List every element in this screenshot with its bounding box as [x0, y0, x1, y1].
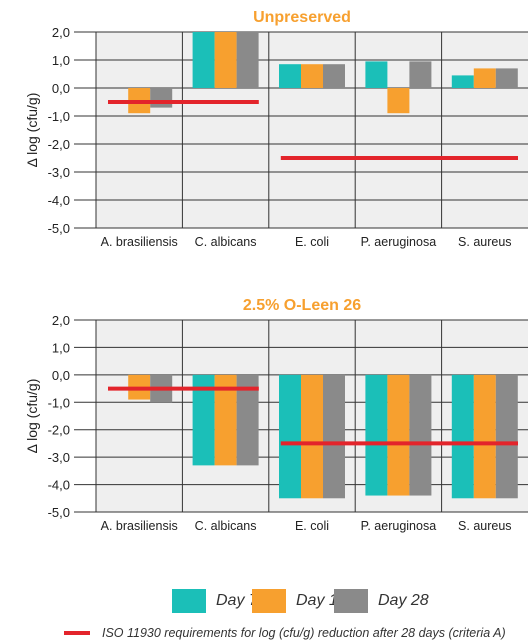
bar-s-aureus-day-28 — [495, 374, 518, 499]
legend-item-day7: Day 7 — [172, 588, 258, 614]
bar-s-aureus-day-14 — [473, 68, 496, 88]
bar-e-coli-day-28 — [323, 374, 345, 499]
bar-s-aureus-day-7 — [451, 374, 474, 499]
bar-c-albicans-day-7 — [192, 374, 215, 466]
bar-a-brasiliensis-day-28 — [150, 88, 173, 108]
legend-item-day14: Day 14 — [252, 588, 347, 614]
bar-p-aeruginosa-day-7 — [365, 61, 388, 88]
day28-swatch — [334, 589, 368, 613]
y-tick-label: -4,0 — [48, 478, 70, 493]
category-label-a-brasiliensis: A. brasiliensis — [101, 235, 178, 249]
y-axis-label: Δ log (cfu/g) — [24, 379, 40, 454]
chart-panel-2: 2,0 1,0 0,0 -1,0 -2,0 -3,0 -4,0 -5,0 A. brasilie… — [24, 297, 528, 533]
bar-s-aureus-day-7 — [451, 75, 474, 88]
legend-label-day28: Day 28 — [378, 592, 429, 609]
category-label-a-brasiliensis: A. brasiliensis — [101, 519, 178, 533]
y-tick-label: -1,0 — [48, 395, 70, 410]
chart-title: Unpreserved — [253, 9, 351, 26]
bar-e-coli-day-7 — [279, 374, 301, 499]
chart-panel-1: 2,0 1,0 0,0 -1,0 -2,0 -3,0 -4,0 -5,0 A. brasilie… — [24, 9, 528, 249]
bar-c-albicans-day-28 — [236, 32, 259, 88]
bar-p-aeruginosa-day-14 — [387, 88, 410, 114]
iso-note-label: ISO 11930 requirements for log (cfu/g) r… — [102, 626, 506, 640]
bar-c-albicans-day-14 — [214, 32, 237, 88]
bar-e-coli-day-7 — [279, 64, 301, 88]
bar-e-coli-day-14 — [301, 64, 323, 88]
legend-label-day7: Day 7 — [216, 592, 258, 609]
y-tick-label: -5,0 — [48, 505, 70, 520]
plot-area — [96, 32, 528, 228]
y-axis-label: Δ log (cfu/g) — [24, 93, 40, 168]
y-tick-label: 1,0 — [52, 340, 70, 355]
category-label-e-coli: E. coli — [295, 235, 329, 249]
category-label-s-aureus: S. aureus — [458, 519, 512, 533]
day7-swatch — [172, 589, 206, 613]
y-tick-label: -3,0 — [48, 450, 70, 465]
y-tick-label: 0,0 — [52, 81, 70, 96]
y-tick-label: -2,0 — [48, 423, 70, 438]
bar-p-aeruginosa-day-7 — [365, 374, 388, 496]
bar-p-aeruginosa-day-28 — [409, 61, 432, 88]
y-tick-label: -4,0 — [48, 193, 70, 208]
bar-c-albicans-day-28 — [236, 374, 259, 466]
category-label-e-coli: E. coli — [295, 519, 329, 533]
bar-p-aeruginosa-day-28 — [409, 374, 432, 496]
bar-e-coli-day-14 — [301, 374, 323, 499]
y-tick-label: 0,0 — [52, 368, 70, 383]
iso-requirement-note: ISO 11930 requirements for log (cfu/g) r… — [64, 624, 528, 642]
y-tick-label: -2,0 — [48, 137, 70, 152]
legend-item-day28: Day 28 — [334, 588, 429, 614]
y-tick-label: 1,0 — [52, 53, 70, 68]
bar-c-albicans-day-14 — [214, 374, 237, 466]
category-label-c-albicans: C. albicans — [195, 519, 257, 533]
category-label-p-aeruginosa: P. aeruginosa — [361, 519, 437, 533]
category-label-s-aureus: S. aureus — [458, 235, 512, 249]
y-tick-label: -1,0 — [48, 109, 70, 124]
legend: Day 7 Day 14 Day 28 — [0, 588, 528, 614]
y-tick-label: 2,0 — [52, 25, 70, 40]
category-label-c-albicans: C. albicans — [195, 235, 257, 249]
y-tick-label: -5,0 — [48, 221, 70, 236]
bar-c-albicans-day-7 — [192, 32, 215, 88]
chart-title: 2.5% O-Leen 26 — [243, 297, 361, 314]
bar-p-aeruginosa-day-14 — [387, 374, 410, 496]
y-tick-label: 2,0 — [52, 313, 70, 328]
bar-e-coli-day-28 — [323, 64, 345, 88]
bar-s-aureus-day-14 — [473, 374, 496, 499]
category-label-p-aeruginosa: P. aeruginosa — [361, 235, 437, 249]
charts-canvas: 2,0 1,0 0,0 -1,0 -2,0 -3,0 -4,0 -5,0 A. brasilie… — [24, 9, 528, 533]
y-tick-label: -3,0 — [48, 165, 70, 180]
day14-swatch — [252, 589, 286, 613]
iso-line-swatch — [64, 631, 90, 635]
bar-s-aureus-day-28 — [495, 68, 518, 88]
